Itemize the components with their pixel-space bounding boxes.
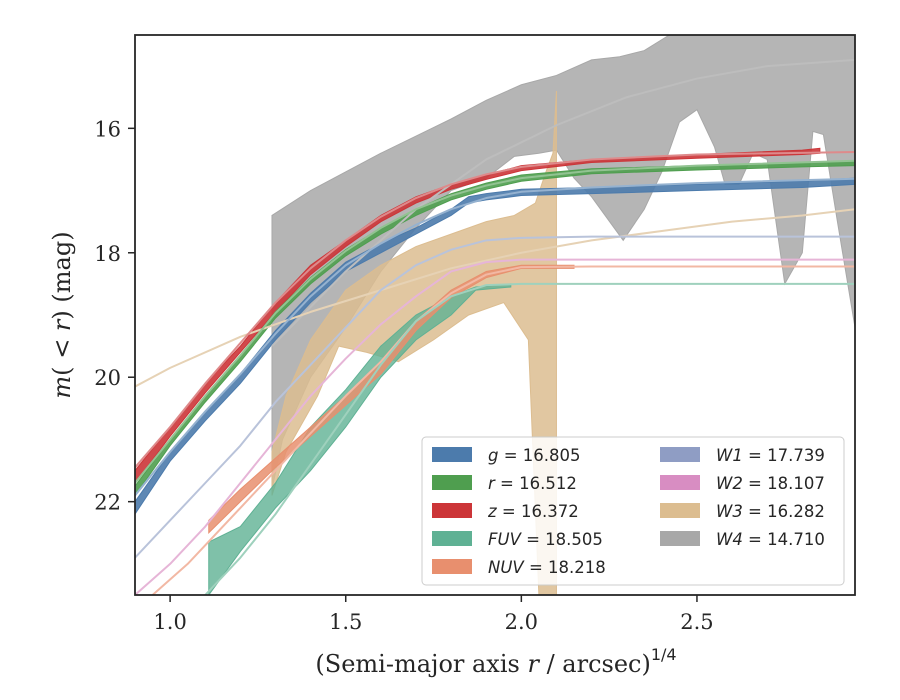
legend: g = 16.805 r = 16.512 z = 16.372 FUV = 18.5… [421,436,845,586]
band-fuv [208,283,512,595]
model-curve-w2 [135,258,855,595]
band-w3 [271,90,557,595]
legend-swatch-w1 [660,447,700,462]
axis-ticks: 1.0 1.5 2.0 2.5 16 18 20 22 [94,117,713,634]
x-tick-label: 1.5 [329,610,362,634]
legend-swatch-w3 [660,503,700,518]
y-tick-label: 16 [94,117,121,141]
legend-label-w3: W3 = 16.282 [716,502,825,521]
plot-frame [134,34,856,596]
x-axis-label: (Semi-major axis r / arcsec)1/4 [315,645,676,678]
x-tick-label: 2.5 [680,610,713,634]
legend-swatch-fuv [432,531,472,546]
model-curve-r [135,159,855,484]
legend-label-g: g = 16.805 [488,446,581,465]
legend-label-nuv: NUV = 18.218 [488,558,606,577]
legend-label-z: z = 16.372 [487,502,579,521]
legend-swatch-r [432,475,472,490]
legend-swatch-w4 [660,531,700,546]
model-curve-w1 [135,235,855,559]
legend-label-r: r = 16.512 [488,474,577,493]
y-axis-label: m( < r) (mag) [48,231,76,398]
legend-swatch-g [432,447,472,462]
y-tick-label: 20 [94,366,121,390]
x-tick-label: 1.0 [153,610,186,634]
legend-swatch-z [432,503,472,518]
legend-swatch-w2 [660,475,700,490]
legend-swatch-nuv [432,559,472,574]
y-tick-label: 22 [94,491,121,515]
legend-frame [421,436,845,586]
x-tick-label: 2.0 [505,610,538,634]
model-curve-fuv [204,282,855,595]
legend-label-w4: W4 = 14.710 [716,530,825,549]
model-curve-z [135,150,855,469]
legend-label-w2: W2 = 18.107 [716,474,825,493]
model-curve-layer [135,58,855,595]
legend-label-fuv: FUV = 18.505 [488,530,603,549]
y-tick-label: 18 [94,242,121,266]
legend-label-w1: W1 = 17.739 [716,446,825,465]
model-curve-g [135,177,855,497]
model-curve-w3 [135,208,855,388]
model-curve-nuv [151,265,855,595]
